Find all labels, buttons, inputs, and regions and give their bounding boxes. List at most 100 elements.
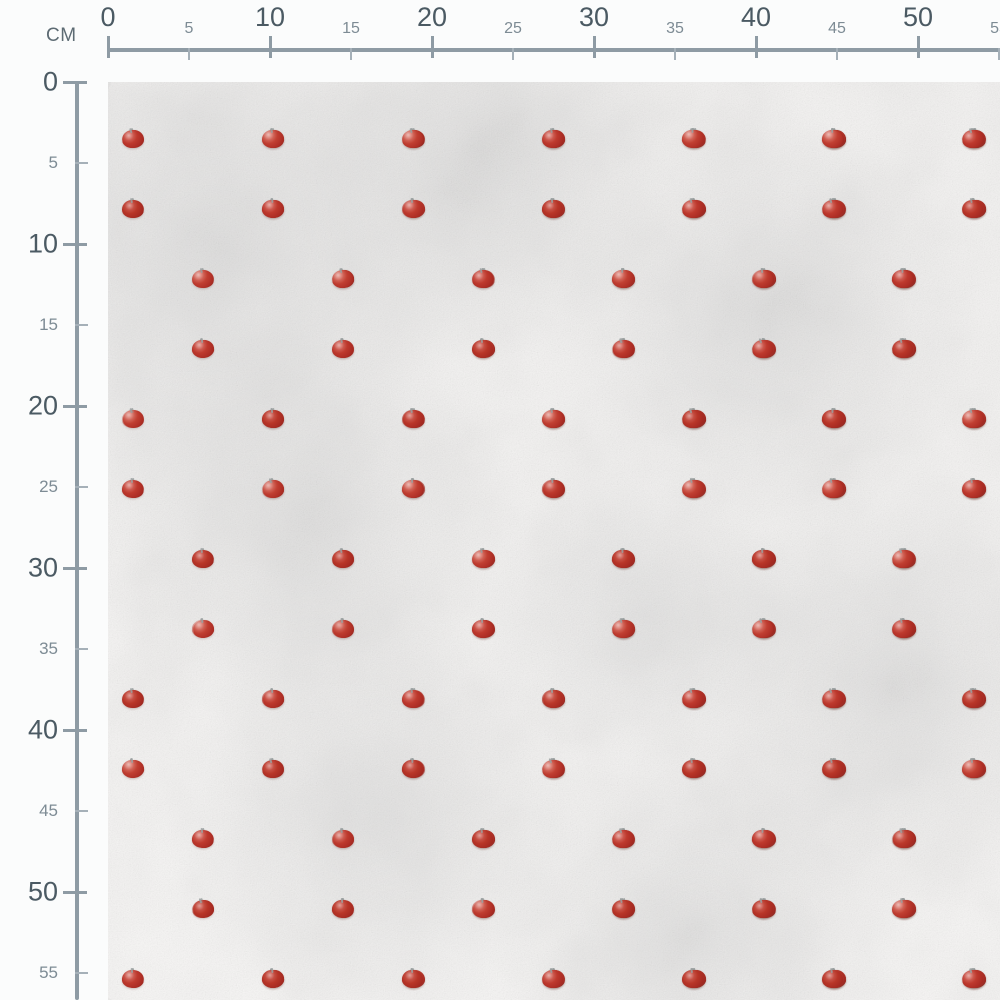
apple-motif xyxy=(401,687,424,709)
v-tick-major-40 xyxy=(63,729,87,732)
apple-body xyxy=(751,618,774,640)
apple-stem-icon xyxy=(480,617,484,624)
apple-body xyxy=(261,758,284,780)
apple-motif xyxy=(750,827,774,850)
apple-stem-icon xyxy=(969,407,973,414)
apple-motif xyxy=(261,687,284,709)
apple-motif xyxy=(611,267,634,289)
v-tick-major-20 xyxy=(63,405,87,408)
apple-body xyxy=(122,200,143,218)
h-tick-minor-55 xyxy=(998,48,1000,60)
apple-stem-icon xyxy=(968,128,973,134)
apple-body xyxy=(961,128,985,150)
apple-motif xyxy=(541,127,564,149)
h-tick-label-40: 40 xyxy=(740,2,772,32)
apple-stem-icon xyxy=(550,687,554,694)
apple-motif xyxy=(191,337,214,359)
apple-body xyxy=(961,968,984,990)
apple-stem-icon xyxy=(969,687,973,694)
apple-motif xyxy=(681,477,704,499)
apple-body xyxy=(962,480,983,498)
apple-stem-icon xyxy=(409,127,413,134)
apple-stem-icon xyxy=(268,478,273,484)
apple-motif xyxy=(820,407,844,430)
apple-motif xyxy=(681,197,704,219)
h-tick-major-10 xyxy=(269,36,272,58)
apple-motif xyxy=(961,757,984,779)
v-tick-minor-15 xyxy=(75,324,88,326)
apple-stem-icon xyxy=(688,408,693,414)
v-tick-label-50: 50 xyxy=(27,876,58,907)
apple-stem-icon xyxy=(339,827,343,834)
apple-stem-icon xyxy=(271,197,274,204)
apple-body xyxy=(611,828,635,850)
apple-body xyxy=(821,198,844,220)
apple-motif xyxy=(611,897,634,919)
apple-body xyxy=(682,760,703,778)
apple-motif xyxy=(751,617,774,640)
apple-body xyxy=(891,548,915,570)
apple-body xyxy=(190,898,215,920)
h-tick-minor-45 xyxy=(836,48,838,60)
apple-motif xyxy=(821,127,844,149)
apple-motif xyxy=(961,967,984,990)
apple-motif xyxy=(122,197,143,218)
apple-motif xyxy=(821,687,845,710)
v-tick-label-30: 30 xyxy=(27,552,58,583)
fabric-swatch[interactable] xyxy=(108,82,1000,1000)
apple-stem-icon xyxy=(550,197,554,204)
apple-body xyxy=(822,970,843,988)
apple-motif xyxy=(962,477,983,498)
v-tick-label-0: 0 xyxy=(42,66,58,97)
apple-body xyxy=(821,688,845,710)
apple-stem-icon xyxy=(129,407,133,414)
apple-stem-icon xyxy=(410,197,414,204)
apple-stem-icon xyxy=(270,127,274,134)
apple-body xyxy=(611,338,634,360)
v-tick-label-15: 15 xyxy=(39,315,58,334)
apple-stem-icon xyxy=(129,127,133,134)
apple-stem-icon xyxy=(618,828,623,834)
apple-motif xyxy=(750,337,775,360)
apple-motif xyxy=(891,617,914,639)
apple-stem-icon xyxy=(761,827,764,834)
h-tick-minor-35 xyxy=(674,48,676,60)
apple-stem-icon xyxy=(760,547,764,554)
apple-stem-icon xyxy=(339,337,343,344)
fabric-noise-overlay xyxy=(108,82,1000,1000)
apple-stem-icon xyxy=(899,827,903,834)
apple-stem-icon xyxy=(969,197,973,204)
v-tick-minor-35 xyxy=(75,648,88,650)
apple-motif xyxy=(331,267,354,289)
apple-body xyxy=(681,689,704,709)
apple-motif xyxy=(401,127,424,149)
apple-motif xyxy=(471,897,494,920)
apple-stem-icon xyxy=(410,967,414,974)
h-tick-major-20 xyxy=(431,36,434,58)
apple-motif xyxy=(751,547,774,569)
v-tick-label-25: 25 xyxy=(39,477,58,496)
apple-motif xyxy=(610,547,634,570)
apple-stem-icon xyxy=(270,407,274,414)
vertical-ruler[interactable]: 0 10 20 30 40 50 5 15 25 35 45 55 xyxy=(0,0,108,1000)
apple-motif xyxy=(891,337,914,359)
v-tick-major-30 xyxy=(63,567,87,570)
h-tick-label-0: 0 xyxy=(100,2,116,32)
apple-body xyxy=(892,900,913,918)
horizontal-ruler[interactable]: 0 10 20 30 40 50 5 15 25 35 45 55 xyxy=(0,0,1000,62)
h-tick-minor-15 xyxy=(350,48,352,60)
apple-motif xyxy=(401,477,424,499)
v-tick-minor-55 xyxy=(75,972,88,974)
apple-motif xyxy=(121,477,144,499)
apple-stem-icon xyxy=(271,967,274,974)
apple-stem-icon xyxy=(970,757,974,764)
apple-motif xyxy=(541,477,564,500)
apple-stem-icon xyxy=(619,897,623,904)
v-tick-major-50 xyxy=(63,891,87,894)
v-tick-major-0 xyxy=(63,81,87,84)
apple-stem-icon xyxy=(619,617,623,624)
apple-motif xyxy=(611,337,634,360)
apple-stem-icon xyxy=(480,827,484,834)
apple-stem-icon xyxy=(899,897,903,904)
